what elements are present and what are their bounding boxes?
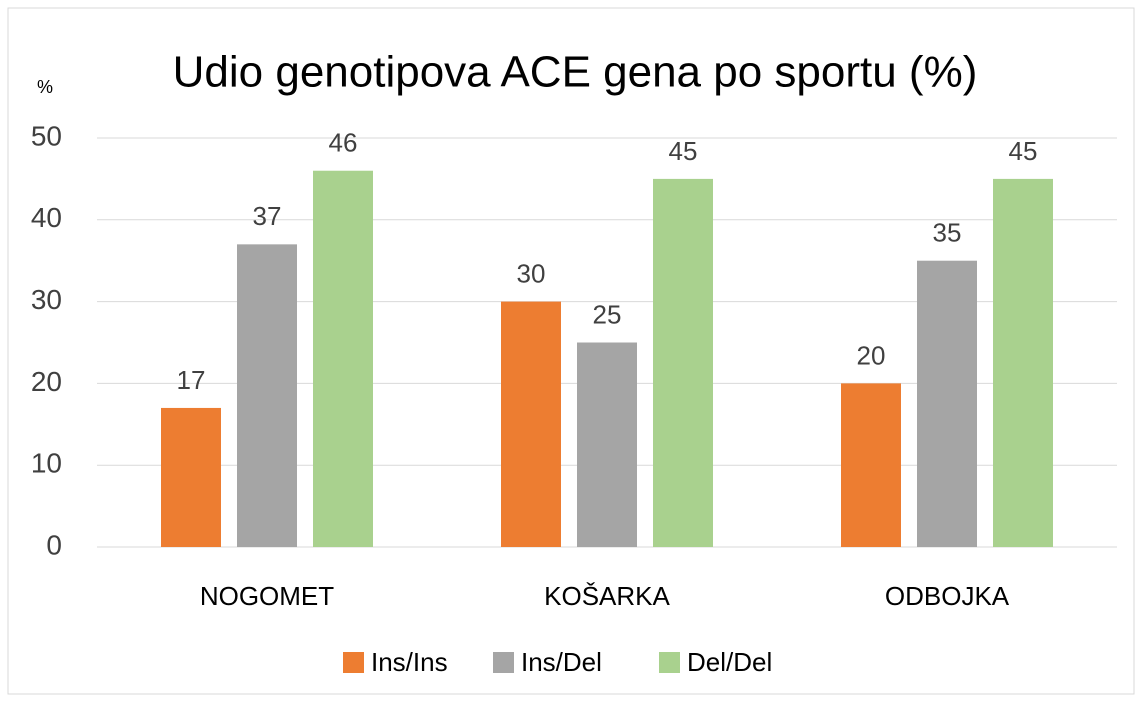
legend-label: Ins/Ins xyxy=(371,647,448,677)
legend-label: Ins/Del xyxy=(521,647,602,677)
data-label: 25 xyxy=(593,299,622,329)
y-tick-label: 30 xyxy=(31,284,62,315)
data-label: 37 xyxy=(253,201,282,231)
data-label: 46 xyxy=(329,128,358,158)
bar xyxy=(237,244,297,547)
bar xyxy=(917,260,977,547)
x-tick-label: KOŠARKA xyxy=(544,581,670,611)
legend-swatch xyxy=(493,652,514,673)
y-tick-label: 0 xyxy=(46,529,62,560)
legend-label: Del/Del xyxy=(687,647,772,677)
data-label: 35 xyxy=(933,218,962,248)
bar xyxy=(841,383,901,547)
y-tick-label: 10 xyxy=(31,448,62,479)
bar xyxy=(653,178,713,547)
data-label: 20 xyxy=(857,340,886,370)
x-tick-label: ODBOJKA xyxy=(885,581,1010,611)
data-label: 30 xyxy=(517,258,546,288)
legend-swatch xyxy=(343,652,364,673)
data-label: 45 xyxy=(1009,136,1038,166)
data-label: 45 xyxy=(669,136,698,166)
chart-title: Udio genotipova ACE gena po sportu (%) xyxy=(173,48,978,97)
legend-swatch xyxy=(659,652,680,673)
y-tick-label: 20 xyxy=(31,366,62,397)
bar xyxy=(161,407,221,547)
y-tick-label: 50 xyxy=(31,120,62,151)
y-tick-label: 40 xyxy=(31,202,62,233)
bar xyxy=(577,342,637,547)
data-label: 17 xyxy=(177,365,206,395)
bar xyxy=(993,178,1053,547)
x-tick-label: NOGOMET xyxy=(200,581,334,611)
y-axis-label: % xyxy=(37,77,53,97)
bar xyxy=(501,301,561,547)
bar xyxy=(313,170,373,547)
